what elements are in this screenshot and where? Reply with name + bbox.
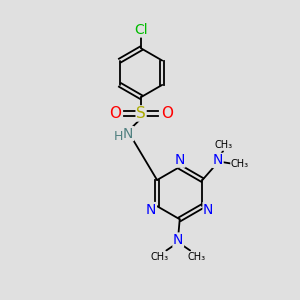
Text: H: H: [113, 130, 123, 142]
Text: CH₃: CH₃: [214, 140, 232, 150]
Text: N: N: [213, 153, 223, 167]
Text: CH₃: CH₃: [231, 159, 249, 169]
Text: N: N: [173, 233, 183, 247]
Text: O: O: [109, 106, 121, 121]
Text: Cl: Cl: [134, 23, 148, 37]
Text: CH₃: CH₃: [151, 252, 169, 262]
Text: N: N: [146, 202, 156, 217]
Text: N: N: [175, 153, 185, 167]
Text: O: O: [161, 106, 173, 121]
Text: N: N: [123, 127, 134, 141]
Text: N: N: [203, 202, 214, 217]
Text: CH₃: CH₃: [188, 252, 206, 262]
Text: S: S: [136, 106, 146, 121]
